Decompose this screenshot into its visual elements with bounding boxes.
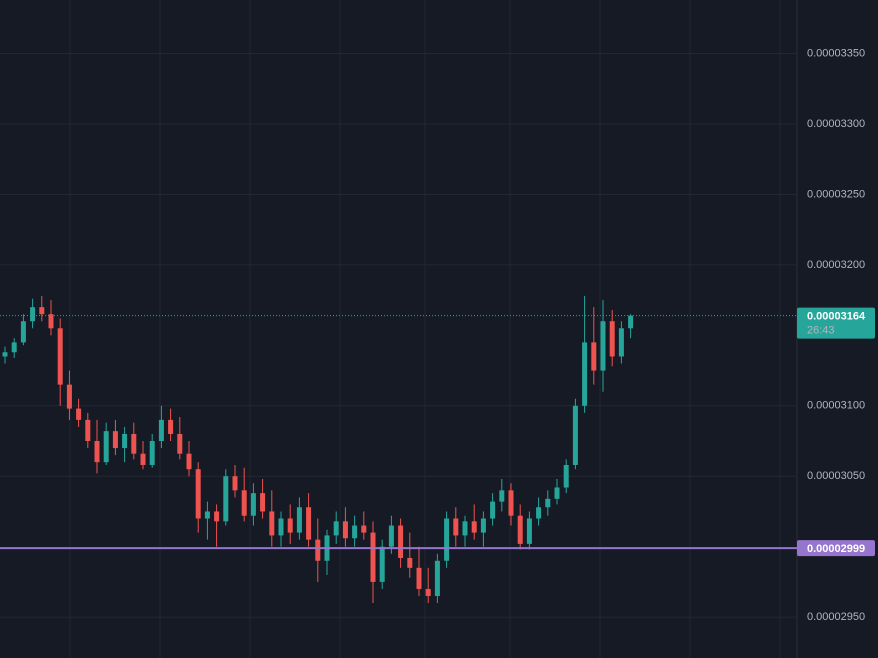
- candle-body: [563, 464, 569, 488]
- candle-body: [204, 511, 210, 519]
- candle-body: [315, 539, 321, 561]
- candle-body: [223, 476, 229, 522]
- candle-body: [462, 521, 468, 536]
- candle-body: [48, 314, 54, 329]
- countdown-label: 26:43: [807, 325, 835, 337]
- candle-body: [30, 307, 36, 322]
- candle-body: [526, 518, 532, 544]
- y-tick-label: 0.00003300: [807, 118, 865, 130]
- alert-badge: [797, 540, 875, 557]
- candle-body: [471, 521, 477, 533]
- candle-body: [407, 557, 413, 568]
- candle-body: [453, 518, 459, 536]
- candle-body: [342, 521, 348, 539]
- candle-body: [361, 525, 367, 533]
- candle-body: [269, 511, 275, 536]
- candle-body: [20, 321, 26, 343]
- candle-body: [122, 433, 128, 449]
- candle-body: [195, 469, 201, 519]
- y-tick-label: 0.00003250: [807, 188, 865, 200]
- candle-body: [582, 342, 588, 406]
- candle-body: [591, 342, 597, 371]
- y-tick-label: 0.00003100: [807, 400, 865, 412]
- candle-body: [296, 507, 302, 533]
- candle-body: [241, 490, 247, 516]
- candle-body: [425, 588, 431, 597]
- candle-body: [177, 433, 183, 454]
- candle-body: [388, 525, 394, 547]
- candle-body: [140, 453, 146, 465]
- candle-body: [444, 518, 450, 561]
- candle-body: [168, 419, 174, 434]
- y-tick-label: 0.00003200: [807, 259, 865, 271]
- candle-body: [94, 441, 100, 463]
- candle-body: [379, 546, 385, 582]
- candle-body: [306, 507, 312, 540]
- last-price-label: 0.00003164: [807, 311, 866, 323]
- alert-price-label: 0.00002999: [807, 543, 865, 555]
- candle-body: [76, 408, 82, 420]
- candle-body: [232, 476, 238, 491]
- y-tick-label: 0.00002950: [807, 611, 865, 623]
- candle-body: [499, 490, 505, 502]
- candle-body: [112, 431, 118, 449]
- candle-body: [131, 433, 137, 454]
- candle-body: [370, 532, 376, 582]
- candle-body: [214, 511, 220, 522]
- candle-body: [85, 419, 91, 442]
- candle-body: [287, 518, 293, 533]
- candle-body: [39, 307, 45, 315]
- candle-body: [103, 431, 109, 463]
- candle-body: [333, 521, 339, 536]
- candle-body: [517, 515, 523, 544]
- candle-body: [480, 518, 486, 533]
- last-price-badge: [797, 307, 875, 339]
- candle-body: [186, 453, 192, 470]
- time-grid: [69, 0, 781, 658]
- y-tick-label: 0.00003050: [807, 470, 865, 482]
- candle-body: [545, 498, 551, 508]
- candle-body: [572, 405, 578, 465]
- candle-body: [416, 567, 422, 589]
- candle-body: [600, 321, 606, 371]
- candle-body: [66, 384, 72, 409]
- candle-body: [618, 328, 624, 357]
- candle-body: [628, 315, 634, 329]
- candle-body: [508, 490, 514, 516]
- candle-body: [2, 352, 8, 357]
- candle-body: [250, 493, 256, 516]
- candle-body: [278, 518, 284, 536]
- candle-body: [11, 342, 17, 353]
- y-tick-label: 0.00003350: [807, 47, 865, 59]
- candle-body: [609, 321, 615, 357]
- candle-body: [57, 328, 63, 385]
- candle-body: [490, 501, 496, 519]
- candle-body: [554, 487, 560, 499]
- candle-body: [149, 441, 155, 465]
- candle-body: [158, 419, 164, 442]
- candle-body: [352, 525, 358, 539]
- candle-body: [536, 507, 542, 519]
- candle-body: [260, 493, 266, 512]
- candle-body: [398, 525, 404, 558]
- candle-body: [434, 560, 440, 597]
